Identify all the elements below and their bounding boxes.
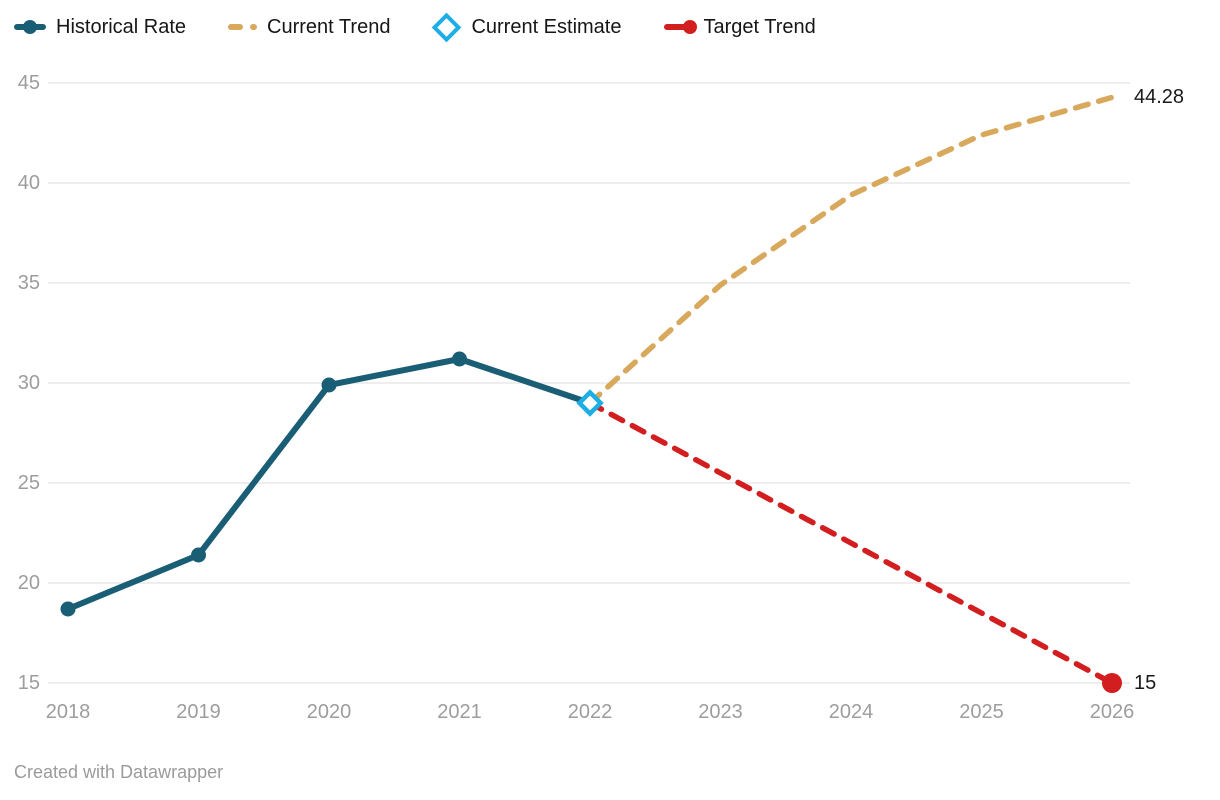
target-trend-end-value-label: 15 (1134, 672, 1157, 694)
legend-label-historical-rate: Historical Rate (56, 16, 187, 38)
x-tick-label: 2020 (306, 701, 352, 723)
current-trend-line (587, 94, 1115, 406)
historical-rate-point (321, 377, 337, 393)
y-tick-label: 40 (17, 172, 40, 194)
current-estimate-marker-icon (432, 12, 462, 42)
legend-item-historical-rate: Historical Rate (14, 14, 186, 40)
x-tick-label: 2018 (45, 701, 91, 723)
legend-label-target-trend: Target Trend (703, 16, 816, 38)
legend-item-target-trend: Target Trend (663, 14, 816, 40)
gridlines (48, 82, 1130, 684)
x-tick-label: 2025 (959, 701, 1004, 723)
legend-item-current-trend: Current Trend (228, 14, 390, 40)
x-tick-label: 2022 (567, 701, 613, 723)
current-trend-end-value-label: 44.28 (1134, 86, 1185, 109)
target-trend-marker-icon (663, 20, 697, 34)
y-tick-label: 45 (17, 72, 40, 94)
y-tick-label: 15 (17, 672, 40, 694)
historical-rate-point (452, 351, 467, 367)
y-tick-label: 20 (17, 572, 40, 594)
legend: Historical Rate Current Trend Current Es… (14, 12, 816, 42)
current-estimate-diamond (576, 389, 604, 417)
current-trend-marker-icon (228, 24, 258, 30)
x-tick-label: 2024 (828, 701, 874, 723)
target-trend-end-dot (1102, 673, 1122, 693)
x-tick-label: 2023 (698, 701, 743, 723)
datawrapper-attribution-link[interactable]: Created with Datawrapper (14, 762, 224, 782)
historical-rate-marker-icon (14, 20, 46, 34)
legend-label-current-estimate: Current Estimate (471, 16, 622, 38)
legend-label-current-trend: Current Trend (267, 16, 391, 38)
x-tick-label: 2019 (176, 701, 221, 723)
x-tick-label: 2021 (437, 701, 482, 723)
historical-rate-point (191, 547, 206, 563)
historical-rate-point (60, 601, 76, 617)
y-tick-label: 30 (17, 372, 40, 394)
target-trend-line (587, 400, 1122, 693)
y-tick-label: 25 (17, 472, 40, 494)
x-tick-label: 2026 (1089, 701, 1135, 723)
legend-item-current-estimate: Current Estimate (432, 12, 622, 42)
historical-rate-line (60, 351, 593, 617)
y-tick-label: 35 (17, 272, 40, 294)
